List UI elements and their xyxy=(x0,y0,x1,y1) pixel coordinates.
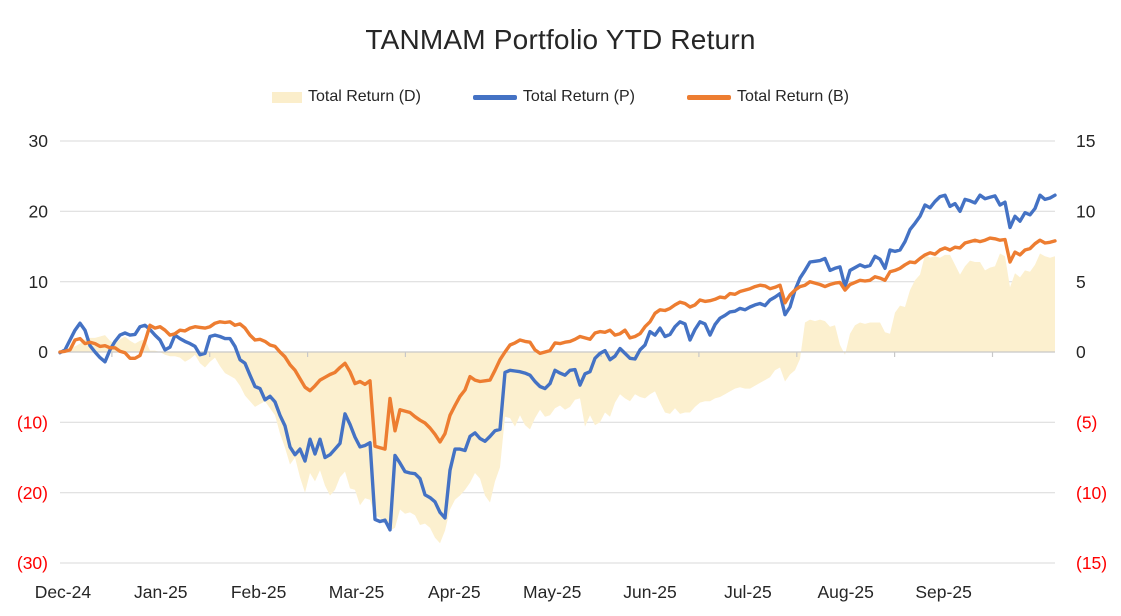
x-axis-month-label: Jul-25 xyxy=(724,582,772,602)
series-total-return-d-area xyxy=(60,253,1055,544)
legend-label: Total Return (D) xyxy=(307,88,421,105)
legend-label: Total Return (P) xyxy=(522,88,635,105)
y-axis-left-tick-label: (20) xyxy=(17,483,48,503)
x-axis-month-label: Jan-25 xyxy=(134,582,188,602)
y-axis-left-tick-label: 20 xyxy=(29,202,49,222)
y-axis-left-tick-label: (30) xyxy=(17,553,48,573)
chart-legend: Total Return (D) Total Return (P) Total … xyxy=(0,88,1121,106)
y-axis-left-tick-label: (10) xyxy=(17,413,48,433)
x-axis-month-label: Apr-25 xyxy=(428,582,481,602)
legend-label: Total Return (B) xyxy=(736,88,849,105)
y-axis-left-tick-label: 30 xyxy=(29,131,49,151)
chart-title: TANMAM Portfolio YTD Return xyxy=(365,24,756,55)
y-axis-right-tick-label: 15 xyxy=(1076,131,1095,151)
legend-item-total-return-b: Total Return (B) xyxy=(686,88,849,106)
y-axis-right-tick-label: (15) xyxy=(1076,553,1107,573)
legend-item-total-return-p: Total Return (P) xyxy=(472,88,635,106)
line-swatch-icon xyxy=(686,94,731,100)
x-axis-month-label: May-25 xyxy=(523,582,581,602)
line-swatch-icon xyxy=(472,94,517,100)
x-axis-month-label: Jun-25 xyxy=(623,582,677,602)
x-axis-month-label: Aug-25 xyxy=(817,582,873,602)
x-axis-month-label: Mar-25 xyxy=(329,582,384,602)
legend-item-total-return-d: Total Return (D) xyxy=(271,88,421,106)
y-axis-right-tick-label: 5 xyxy=(1076,272,1086,292)
y-axis-right-tick-label: (10) xyxy=(1076,483,1107,503)
series-total-return-p-line xyxy=(58,193,1057,532)
y-axis-left-tick-label: 0 xyxy=(38,342,48,362)
x-axis-month-label: Sep-25 xyxy=(915,582,971,602)
x-axis-month-label: Dec-24 xyxy=(35,582,92,602)
series-total-return-b-line xyxy=(58,236,1057,451)
y-axis-right-tick-label: 0 xyxy=(1076,342,1086,362)
y-axis-left-tick-label: 10 xyxy=(29,272,49,292)
area-swatch-icon xyxy=(271,91,302,103)
y-axis-right-tick-label: (5) xyxy=(1076,413,1097,433)
y-axis-right-tick-label: 10 xyxy=(1076,202,1096,222)
x-axis-month-label: Feb-25 xyxy=(231,582,286,602)
